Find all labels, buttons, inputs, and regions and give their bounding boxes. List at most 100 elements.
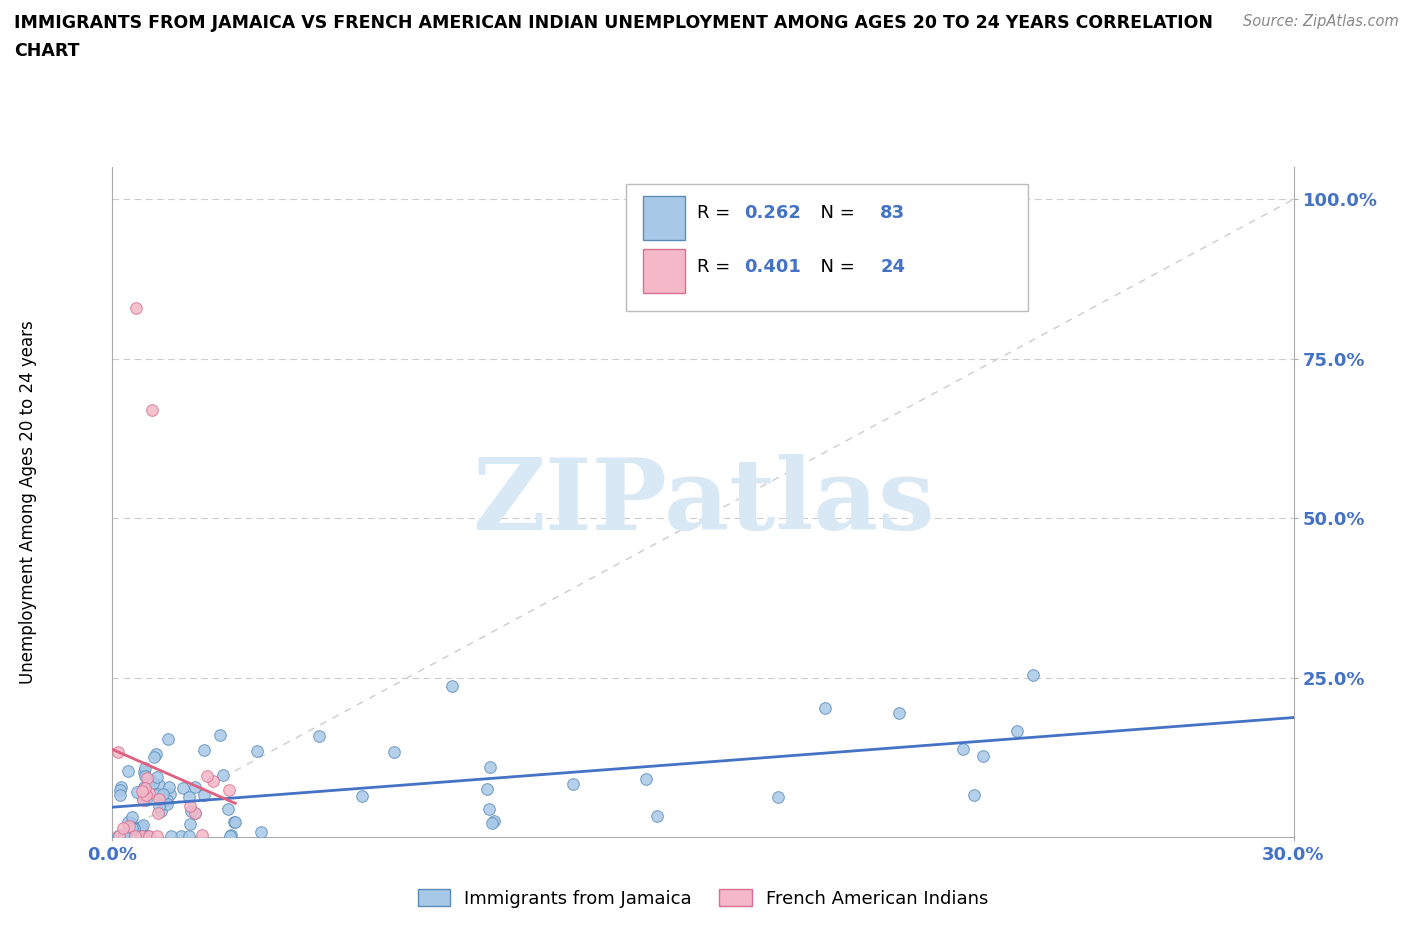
Text: IMMIGRANTS FROM JAMAICA VS FRENCH AMERICAN INDIAN UNEMPLOYMENT AMONG AGES 20 TO : IMMIGRANTS FROM JAMAICA VS FRENCH AMERIC…: [14, 14, 1213, 32]
Point: [195, 768, 218, 783]
Point: [145, 747, 167, 762]
FancyBboxPatch shape: [643, 195, 685, 240]
Point: [183, 806, 205, 821]
Point: [148, 777, 170, 792]
Point: [131, 829, 153, 844]
Point: [108, 788, 131, 803]
Point: [159, 829, 181, 844]
Point: [219, 828, 242, 843]
Point: [479, 760, 502, 775]
Point: [475, 782, 498, 797]
Point: [132, 791, 155, 806]
Point: [201, 774, 224, 789]
Text: R =: R =: [697, 205, 737, 222]
Text: N =: N =: [810, 205, 860, 222]
Point: [224, 815, 246, 830]
Point: [177, 790, 200, 804]
Point: [952, 741, 974, 756]
Text: 24: 24: [880, 258, 905, 276]
Point: [562, 777, 585, 791]
Point: [191, 827, 214, 842]
Text: N =: N =: [810, 258, 860, 276]
Point: [814, 701, 837, 716]
Point: [112, 827, 135, 842]
Text: R =: R =: [697, 258, 737, 276]
Legend: Immigrants from Jamaica, French American Indians: Immigrants from Jamaica, French American…: [411, 882, 995, 915]
Point: [132, 817, 155, 832]
Point: [107, 744, 129, 759]
Point: [120, 816, 142, 830]
Point: [382, 744, 405, 759]
Point: [308, 728, 330, 743]
Point: [134, 761, 156, 776]
Point: [224, 815, 246, 830]
Point: [172, 781, 194, 796]
Point: [129, 829, 152, 844]
Point: [250, 825, 273, 840]
Point: [179, 829, 201, 844]
Point: [134, 780, 156, 795]
Point: [131, 819, 153, 834]
Point: [481, 816, 503, 830]
Point: [142, 776, 165, 790]
Point: [138, 829, 160, 844]
Text: Unemployment Among Ages 20 to 24 years: Unemployment Among Ages 20 to 24 years: [20, 320, 37, 684]
Point: [155, 792, 177, 807]
Point: [131, 829, 153, 844]
Point: [125, 300, 148, 315]
Point: [118, 819, 141, 834]
Point: [184, 805, 207, 820]
Text: Source: ZipAtlas.com: Source: ZipAtlas.com: [1243, 14, 1399, 29]
Point: [121, 821, 143, 836]
Text: 0.262: 0.262: [744, 205, 801, 222]
Point: [108, 829, 131, 844]
Point: [131, 784, 153, 799]
Point: [141, 403, 163, 418]
FancyBboxPatch shape: [626, 184, 1028, 312]
Point: [159, 787, 181, 802]
Point: [138, 785, 160, 800]
Point: [146, 829, 169, 844]
Point: [142, 750, 165, 764]
Point: [148, 799, 170, 814]
Point: [157, 779, 180, 794]
Point: [135, 792, 157, 807]
Point: [482, 814, 505, 829]
Text: 83: 83: [880, 205, 905, 222]
Point: [118, 829, 141, 844]
Point: [1022, 668, 1045, 683]
Point: [117, 815, 139, 830]
Point: [246, 744, 269, 759]
Point: [645, 808, 668, 823]
FancyBboxPatch shape: [643, 249, 685, 293]
Point: [219, 829, 242, 844]
Point: [217, 802, 239, 817]
Point: [155, 797, 177, 812]
Point: [132, 779, 155, 794]
Point: [889, 705, 911, 720]
Point: [135, 829, 157, 844]
Point: [148, 791, 170, 806]
Point: [179, 799, 201, 814]
Point: [121, 821, 143, 836]
Point: [136, 770, 159, 785]
Point: [211, 767, 233, 782]
Point: [121, 810, 143, 825]
Point: [146, 770, 169, 785]
Point: [136, 829, 159, 844]
Point: [127, 828, 149, 843]
Point: [152, 786, 174, 801]
Point: [193, 788, 215, 803]
Point: [1005, 724, 1028, 738]
Point: [110, 782, 132, 797]
Point: [146, 805, 169, 820]
Point: [125, 829, 148, 844]
Point: [193, 742, 215, 757]
Point: [131, 792, 153, 807]
Point: [138, 773, 160, 788]
Point: [350, 789, 373, 804]
Point: [146, 787, 169, 802]
Point: [179, 817, 201, 831]
Point: [125, 785, 148, 800]
Text: ZIPatlas: ZIPatlas: [472, 454, 934, 551]
